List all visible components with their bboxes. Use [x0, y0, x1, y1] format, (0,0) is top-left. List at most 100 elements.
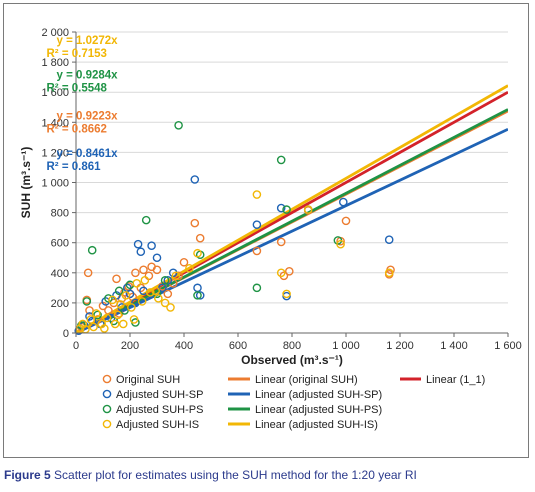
point-original-suh [195, 233, 205, 243]
y-tick-label: 1 400 [41, 117, 69, 129]
legend-marker [102, 419, 112, 429]
legend-label: Adjusted SUH-PS [116, 404, 203, 416]
point-adjusted-suh-is [137, 297, 147, 306]
x-tick-label: 1 600 [494, 340, 522, 352]
x-tick-label: 800 [283, 340, 301, 352]
y-tick-label: 400 [51, 268, 69, 280]
point-adjusted-suh-sp [133, 239, 143, 249]
x-tick-label: 400 [175, 340, 193, 352]
y-tick-label: 1 000 [41, 178, 69, 190]
point-original-suh [139, 265, 148, 275]
point-adjusted-suh-is [116, 300, 125, 309]
point-adjusted-suh-is [145, 288, 155, 297]
point-original-suh [112, 274, 121, 284]
caption-label: Figure 5 [4, 468, 51, 482]
trend-r-squared: R² = 0.8662 [47, 123, 107, 135]
x-tick-label: 1 400 [440, 340, 468, 352]
point-adjusted-suh-is [160, 298, 170, 308]
figure-caption: Figure 5 Scatter plot for estimates usin… [4, 468, 417, 482]
point-adjusted-suh-ps [120, 306, 129, 315]
trend-equation: y = 0.8461x [57, 148, 119, 160]
legend-label: Linear (1_1) [426, 374, 485, 386]
point-adjusted-suh-is [171, 271, 181, 281]
point-adjusted-suh-is [129, 315, 139, 324]
point-adjusted-suh-is [282, 289, 291, 299]
point-adjusted-suh-ps [93, 310, 102, 320]
point-adjusted-suh-sp [252, 220, 262, 229]
point-adjusted-suh-sp [193, 283, 202, 293]
x-tick-label: 1 000 [332, 340, 360, 352]
point-original-suh [83, 268, 93, 278]
point-adjusted-suh-is [140, 276, 150, 285]
point-adjusted-suh-ps [82, 297, 92, 306]
point-adjusted-suh-sp [136, 247, 146, 257]
x-tick-label: 1 200 [386, 340, 414, 352]
y-tick-label: 0 [63, 328, 69, 340]
point-adjusted-suh-sp [384, 235, 394, 244]
legend-label: Linear (adjusted SUH-IS) [255, 419, 378, 431]
trend-equation: y = 0.9284x [57, 70, 119, 82]
point-adjusted-suh-sp [158, 283, 167, 293]
scatter-chart: 0 200 400 600 800 1 000 1 200 1 400 1 600 1 800 2 … [19, 27, 522, 431]
legend-label: Linear (adjusted SUH-PS) [255, 404, 382, 416]
point-adjusted-suh-sp [125, 289, 135, 299]
point-adjusted-suh-is [86, 315, 96, 324]
trendline-linear-adjusted-suh-sp [76, 127, 508, 333]
trend-equation: y = 1.0272x [57, 35, 119, 47]
point-adjusted-suh-ps [160, 276, 170, 285]
legend-label: Original SUH [116, 374, 180, 386]
legend-label: Linear (original SUH) [255, 374, 358, 386]
point-adjusted-suh-is [97, 319, 106, 329]
point-adjusted-suh-is [100, 324, 109, 333]
y-tick-label: 2 000 [41, 27, 69, 39]
y-axis-title: SUH (m³.s⁻¹) [19, 147, 33, 219]
trendline-linear-adjusted-suh-ps [76, 108, 508, 333]
point-adjusted-suh-sp [276, 203, 286, 213]
point-original-suh [98, 301, 108, 311]
point-adjusted-suh-is [193, 248, 202, 258]
point-adjusted-suh-is [336, 239, 345, 249]
point-adjusted-suh-is [252, 190, 262, 199]
point-original-suh [284, 266, 294, 276]
x-tick-label: 200 [121, 340, 139, 352]
point-adjusted-suh-ps [141, 215, 151, 225]
point-adjusted-suh-is [113, 310, 123, 320]
point-adjusted-suh-is [166, 303, 175, 312]
trendline-linear-adjusted-suh-is [76, 84, 508, 333]
point-adjusted-suh-is [89, 322, 98, 332]
trend-r-squared: R² = 0.7153 [47, 48, 107, 60]
point-adjusted-suh-sp [152, 253, 162, 263]
y-tick-label: 800 [51, 208, 69, 220]
point-original-suh [190, 218, 200, 228]
point-original-suh [163, 289, 173, 299]
point-adjusted-suh-is [276, 268, 286, 278]
y-tick-label: 1 600 [41, 87, 69, 99]
trend-r-squared: R² = 0.861 [47, 161, 102, 173]
point-adjusted-suh-is [108, 295, 117, 305]
point-adjusted-suh-is [118, 319, 128, 329]
point-adjusted-suh-is [91, 309, 101, 318]
y-tick-label: 200 [51, 298, 69, 310]
point-original-suh [252, 246, 262, 256]
point-adjusted-suh-is [154, 294, 163, 303]
point-adjusted-suh-sp [147, 241, 156, 251]
point-adjusted-suh-is [132, 279, 142, 288]
point-adjusted-suh-sp [163, 276, 173, 285]
point-adjusted-suh-is [151, 286, 160, 296]
legend-marker [102, 404, 112, 414]
x-axis-title: Observed (m³.s⁻¹) [241, 353, 343, 367]
point-original-suh [341, 216, 351, 226]
point-adjusted-suh-is [185, 263, 194, 273]
axis-layer: 0 200 400 600 800 1 000 1 200 1 400 1 600 1 800 2 … [19, 27, 522, 367]
trend-r-squared: R² = 0.5548 [47, 83, 108, 95]
grid-layer [76, 31, 508, 304]
point-original-suh [131, 268, 140, 278]
y-tick-label: 1 800 [41, 57, 69, 69]
point-adjusted-suh-ps [193, 291, 202, 300]
point-original-suh [276, 237, 286, 247]
point-adjusted-suh-ps [174, 121, 183, 130]
point-adjusted-suh-ps [104, 294, 113, 303]
point-adjusted-suh-sp [195, 291, 205, 300]
caption-text: Scatter plot for estimates using the SUH… [54, 468, 417, 482]
legend-label: Adjusted SUH-SP [116, 389, 203, 401]
